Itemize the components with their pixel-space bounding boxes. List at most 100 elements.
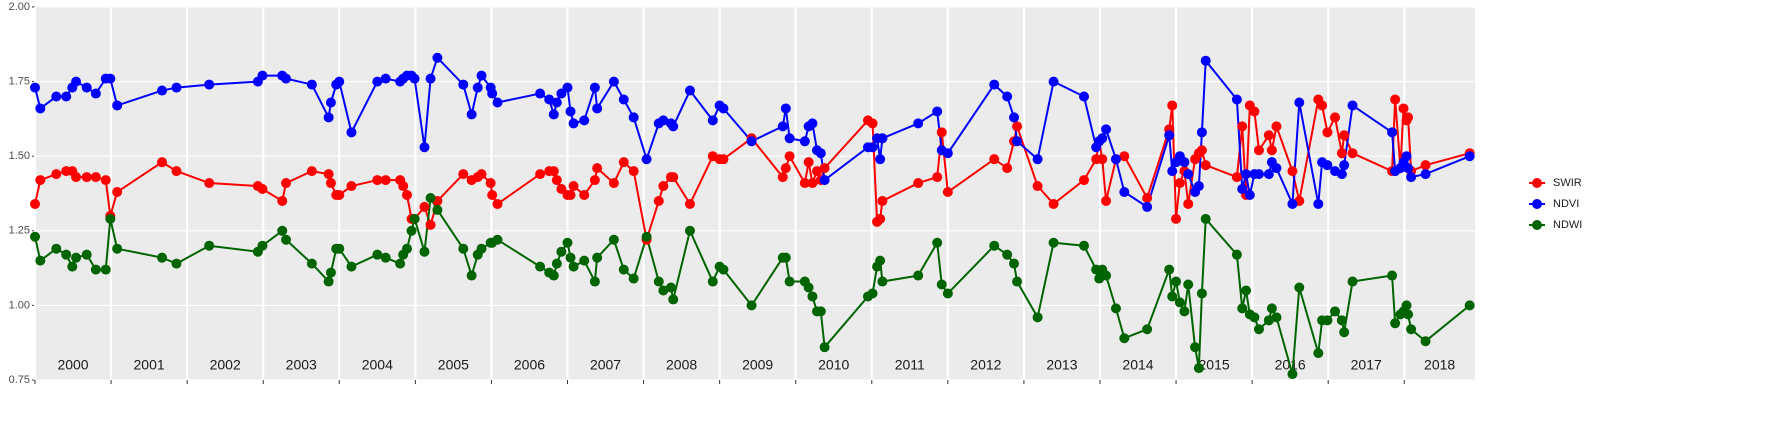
data-point (1322, 315, 1333, 326)
data-point (1196, 127, 1207, 138)
data-point (1200, 55, 1211, 66)
data-point (61, 249, 72, 260)
data-point (1317, 100, 1328, 111)
data-point (1253, 324, 1264, 335)
data-point (409, 73, 420, 84)
data-point (665, 282, 676, 293)
data-point (281, 234, 292, 245)
data-point (1193, 181, 1204, 192)
data-point (780, 103, 791, 114)
data-point (989, 154, 1000, 165)
data-point (257, 184, 268, 195)
data-point (1294, 97, 1305, 108)
data-point (204, 178, 215, 189)
data-point (1142, 324, 1153, 335)
data-point (544, 94, 555, 105)
data-point (492, 198, 503, 209)
data-point (1403, 112, 1414, 123)
year-label: 2018 (1424, 357, 1455, 373)
data-point (71, 252, 82, 263)
data-point (913, 118, 924, 129)
data-point (323, 169, 334, 180)
data-point (1231, 94, 1242, 105)
data-point (1241, 169, 1252, 180)
data-point (780, 252, 791, 263)
data-point (1171, 276, 1182, 287)
data-point (105, 213, 116, 224)
data-point (1347, 148, 1358, 159)
data-point (1266, 303, 1277, 314)
data-point (1253, 145, 1264, 156)
data-point (1174, 178, 1185, 189)
data-point (406, 225, 417, 236)
data-point (942, 148, 953, 159)
data-point (71, 76, 82, 87)
data-point (1241, 285, 1252, 296)
data-point (281, 73, 292, 84)
data-point (1142, 192, 1153, 203)
data-point (1174, 297, 1185, 308)
data-point (1171, 213, 1182, 224)
data-point (100, 264, 111, 275)
data-point (718, 154, 729, 165)
data-point (1249, 312, 1260, 323)
year-label: 2015 (1199, 357, 1230, 373)
data-point (628, 273, 639, 284)
year-label: 2006 (514, 357, 545, 373)
data-point (100, 175, 111, 186)
data-point (458, 169, 469, 180)
data-point (1167, 291, 1178, 302)
data-point (811, 166, 822, 177)
data-point (81, 82, 92, 93)
data-point (807, 291, 818, 302)
data-point (71, 172, 82, 183)
data-point (1347, 276, 1358, 287)
data-point (487, 88, 498, 99)
data-point (658, 181, 669, 192)
data-point (1196, 288, 1207, 299)
data-point (579, 255, 590, 266)
data-point (641, 154, 652, 165)
data-point (105, 73, 116, 84)
data-point (1287, 166, 1298, 177)
data-point (204, 79, 215, 90)
data-point (334, 243, 345, 254)
data-point (419, 246, 430, 257)
data-point (51, 91, 62, 102)
data-point (432, 204, 443, 215)
data-point (819, 163, 830, 174)
data-point (323, 112, 334, 123)
data-point (1012, 136, 1023, 147)
data-point (1398, 103, 1409, 114)
data-point (1101, 270, 1112, 281)
data-point (658, 115, 669, 126)
data-point (867, 118, 878, 129)
data-point (1200, 213, 1211, 224)
data-point (492, 97, 503, 108)
data-point (1032, 312, 1043, 323)
data-point (1231, 249, 1242, 260)
data-point (628, 166, 639, 177)
data-point (1183, 198, 1194, 209)
data-point (380, 252, 391, 263)
data-point (942, 187, 953, 198)
data-point (35, 255, 46, 266)
data-point (815, 306, 826, 317)
data-point (401, 189, 412, 200)
data-point (1322, 160, 1333, 171)
data-point (877, 133, 888, 144)
data-point (608, 178, 619, 189)
data-point (1339, 130, 1350, 141)
data-point (799, 136, 810, 147)
year-label: 2011 (895, 357, 925, 373)
data-point (942, 288, 953, 299)
data-point (90, 172, 101, 183)
data-point (1347, 100, 1358, 111)
data-point (306, 79, 317, 90)
data-point (1263, 315, 1274, 326)
data-point (1403, 163, 1414, 174)
data-point (799, 178, 810, 189)
year-label: 2010 (818, 357, 849, 373)
data-point (1263, 169, 1274, 180)
